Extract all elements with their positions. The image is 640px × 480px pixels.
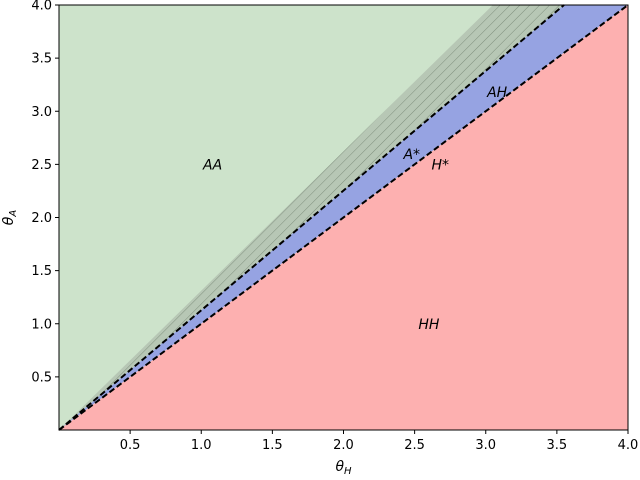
y-tick-label: 3.0 [31,105,52,120]
region-label-ah: AH [486,85,508,101]
y-tick-label: 2.5 [31,158,52,173]
x-tick-label: 2.5 [404,438,425,453]
y-tick-label: 2.0 [31,211,52,226]
y-tick-label: 1.5 [31,264,52,279]
y-tick-label: 3.5 [31,52,52,67]
x-tick-label: 2.0 [333,438,354,453]
y-axis-label: θA [1,210,19,226]
x-tick-label: 3.0 [475,438,496,453]
x-tick-label: 3.5 [547,438,568,453]
x-tick-label: 1.5 [262,438,283,453]
y-axis-ticks: 0.5 1.0 1.5 2.0 2.5 3.0 3.5 4.0 [31,0,59,385]
boundary-line-2 [58,4,629,431]
x-tick-label: 1.0 [191,438,212,453]
y-tick-label: 0.5 [31,370,52,385]
region-label-h-star: H* [431,157,449,173]
x-axis-ticks: 0.5 1.0 1.5 2.0 2.5 3.0 3.5 4.0 [120,430,639,453]
x-tick-label: 4.0 [618,438,639,453]
boundary-lines [58,4,629,431]
region-label-hh: HH [418,317,440,333]
region-label-a-star: A* [402,147,420,163]
y-tick-label: 4.0 [31,0,52,14]
region-label-aa: AA [202,157,222,173]
boundary-line-1 [58,4,565,431]
region-labels: AA AH A* H* HH [202,85,508,333]
x-tick-label: 0.5 [120,438,141,453]
y-tick-label: 1.0 [31,317,52,332]
x-axis-label: θH [335,459,352,477]
